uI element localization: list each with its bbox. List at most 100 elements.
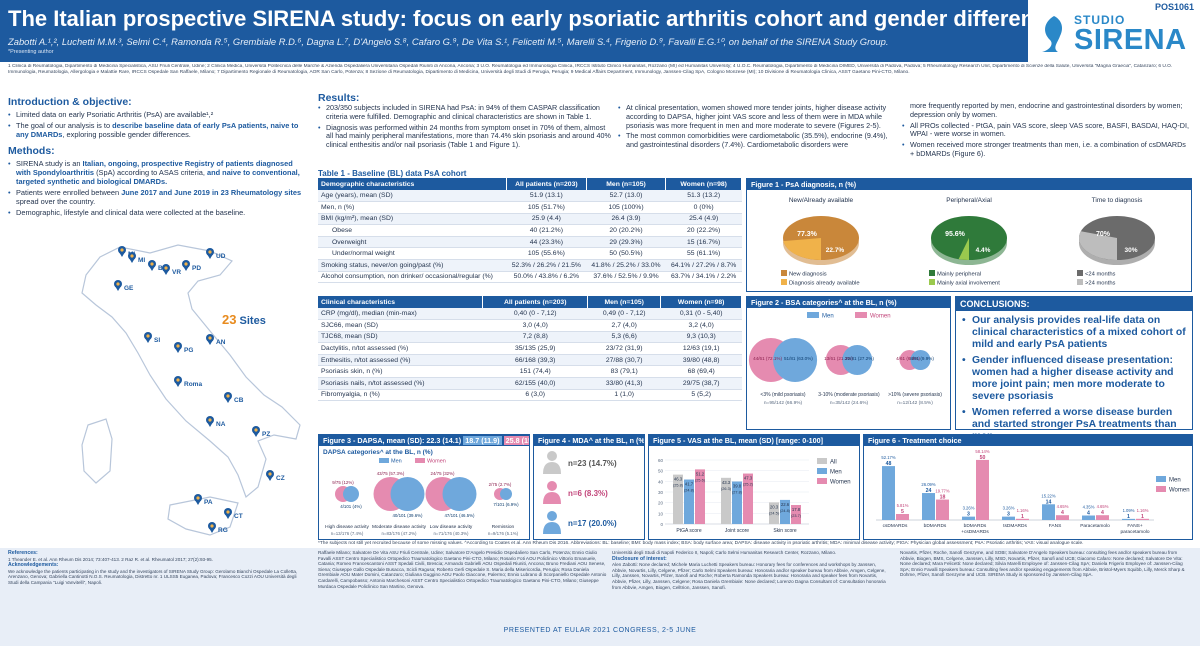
table-header-cell: Demographic characteristics: [318, 178, 508, 190]
treatment-count-label: 5: [901, 509, 904, 515]
figure3-box: Figure 3 - DAPSA, mean (SD): 22.3 (14.1)…: [318, 434, 530, 540]
map-pin-tip: [267, 476, 273, 481]
logo-sirena-text: SIRENA: [1074, 24, 1187, 56]
conclusions-box: CONCLUSIONS: Our analysis provides real-…: [955, 296, 1193, 442]
treatment-bar: [1136, 518, 1149, 520]
treatment-pct-label: 26.09%: [921, 482, 935, 487]
vas-value-label: 51.2: [696, 471, 705, 476]
table-row: Fibromyalgia, n (%) 6 (3,0) 1 (1,0) 5 (5,2): [318, 389, 742, 402]
mda-value: n=23 (14.7%): [568, 459, 617, 468]
person-head: [547, 511, 557, 521]
map-city-label: MI: [138, 257, 145, 264]
conclusion-1: Our analysis provides real-life data on …: [962, 315, 1186, 351]
map-pin-dot: [196, 496, 200, 500]
clinical-table: Clinical characteristics All patients (n=…: [318, 296, 742, 402]
vas-value-label: 41.7: [685, 482, 694, 487]
legend-swatch: [817, 458, 827, 464]
legend-label: Mainly axial involvement: [937, 281, 1000, 287]
sirena-logo: POS1061 STUDIO SIRENA: [1028, 0, 1200, 62]
table-cell: 52.3% / 26.2% / 21.5%: [506, 259, 587, 272]
legend-label: >24 months: [1085, 281, 1116, 287]
map-pin-dot: [116, 282, 120, 286]
map-pin-dot: [208, 250, 212, 254]
table-cell: SJC66, mean (SD): [318, 319, 483, 332]
table-header-cell: Men (n=105): [586, 178, 667, 190]
bubble-label-women: 4/61 (6.6%): [896, 356, 920, 361]
map-pin-icon: [252, 426, 260, 437]
results-bullet-5: All PROs collected - PtGA, pain VAS scor…: [902, 121, 1192, 140]
map-pin-icon: [148, 260, 156, 271]
table-cell: 40 (21.2%): [506, 224, 587, 237]
treatment-pct-label: 4.35%: [1083, 505, 1095, 510]
map-city-label: UD: [216, 253, 226, 260]
treatment-count-label: 1: [1127, 514, 1130, 520]
table-cell: Overweight: [318, 236, 507, 249]
table-cell: 29 (29.3%): [586, 236, 666, 249]
map-pin-dot: [226, 394, 230, 398]
y-tick-label: 50: [658, 469, 664, 474]
pie-slice-minor: [1079, 231, 1117, 260]
map-pin-tip: [175, 348, 181, 353]
map-pin-dot: [184, 262, 188, 266]
figure2-title: Figure 2 - BSA categories^ at the BL, n …: [747, 297, 950, 308]
results-bullet-3: At clinical presentation, women showed m…: [618, 103, 898, 130]
table-cell: 1 (1,0): [587, 389, 661, 402]
table-row: Psoriasis nails, n/tot assessed (%) 62/15…: [318, 377, 742, 390]
bsa-category: >10% (severe psoriasis): [888, 392, 942, 398]
table-cell: 39/80 (48,8): [660, 354, 742, 367]
sites-count: 23 Sites: [222, 312, 266, 327]
treatment-pct-label: 3.26%: [963, 506, 975, 511]
table-row: Obese 40 (21.2%) 20 (20.2%) 20 (22.2%): [318, 224, 742, 237]
map-city-label: GE: [124, 285, 134, 292]
person-icon: [543, 481, 561, 504]
x-tick-label: bDMARDs: [964, 523, 987, 529]
legend-label: Women: [830, 480, 851, 486]
legend-label: Women: [1169, 488, 1190, 494]
logo-studio-text: STUDIO: [1074, 13, 1126, 27]
treatment-bar: [962, 516, 975, 520]
conclusions-heading: CONCLUSIONS:: [956, 297, 1192, 311]
legend-swatch-women: [855, 312, 867, 318]
figure2-bsa-chart: Men Women 44/61 (72.1%) 51/81 (63.0%) <3% (m…: [748, 312, 942, 406]
person-head: [547, 481, 557, 491]
bubble-label-women: 43/75 (57.3%): [377, 471, 405, 476]
legend-swatch: [929, 279, 935, 285]
treatment-bar: [1082, 515, 1095, 520]
bsa-category: 3-10% (moderate psoriasis): [818, 392, 880, 398]
vas-sd-label: (25.2): [743, 483, 754, 487]
table-row: Alcohol consumption, non drinker/ occasi…: [318, 271, 742, 284]
vas-value-label: 39.8: [733, 484, 742, 489]
bubble-men: [390, 477, 425, 511]
table-cell: 20 (22.2%): [665, 224, 742, 237]
legend-swatch: [929, 270, 935, 276]
treatment-pct-label: 5.81%: [897, 503, 909, 508]
disclosure-col-2: Novartis, Pfizer, Roche, Sanofi Genzyme,…: [900, 550, 1185, 578]
vas-value-label: 17.8: [792, 507, 801, 512]
map-pin-icon: [206, 334, 214, 345]
disclosure-col: Università degli Studi di Napoli Federic…: [612, 550, 886, 590]
legend-swatch: [1156, 476, 1166, 482]
pie-label-minor: 22.7%: [826, 247, 845, 254]
treatment-bar: [1016, 518, 1029, 520]
map-city-label: CZ: [276, 475, 285, 482]
legend-swatch-women: [415, 458, 425, 463]
methods-bullet-2: Patients were enrolled between June 2017…: [8, 188, 308, 206]
figure5-vas-chart: 0 10 20 30 40 50 60 46.3 (25.8) 41.7 (24.8) 51.2 (25…: [658, 458, 851, 534]
bubble-label-men: 7/101 (6.9%): [493, 502, 519, 507]
bsa-count: n=35/142 (24.6%): [830, 400, 869, 406]
vas-sd-label: (25.6): [695, 478, 706, 482]
legend-swatch: [1156, 486, 1166, 492]
map-pin-icon: [194, 494, 202, 505]
dapsa-count: n=9/176 (5.1%): [488, 531, 519, 536]
table-cell: 44 (23.3%): [506, 236, 587, 249]
figures-footnote: *The subjects not still yet recruited be…: [318, 541, 1084, 546]
vas-bar: [791, 505, 801, 524]
table-row: BMI (kg/m²), mean (SD) 25.9 (4.4) 26.4 (3.…: [318, 213, 742, 226]
vas-bar: [780, 499, 790, 524]
map-city-label: VR: [172, 269, 181, 276]
dapsa-count: n=83/176 (47.2%): [381, 531, 417, 536]
table-cell: 9,3 (10,3): [660, 331, 742, 344]
map-pin-dot: [254, 428, 258, 432]
map-pin-dot: [226, 510, 230, 514]
treatment-count-label: 50: [980, 455, 986, 461]
